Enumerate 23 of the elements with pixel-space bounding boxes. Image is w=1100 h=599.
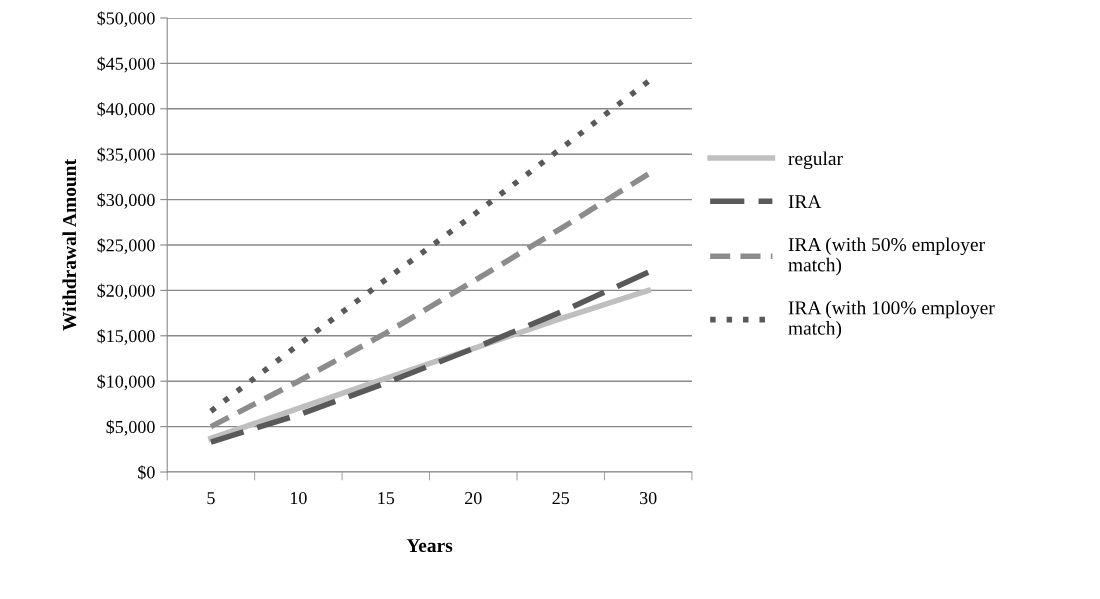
y-tick-label: $45,000 bbox=[97, 56, 155, 73]
y-tick-label: $30,000 bbox=[97, 192, 155, 209]
x-tick-label: 30 bbox=[640, 491, 657, 505]
x-tick-label: 20 bbox=[465, 491, 482, 505]
x-tick-label: 25 bbox=[552, 492, 570, 505]
y-tick-label: $15,000 bbox=[97, 328, 155, 345]
legend-label: IRA bbox=[788, 195, 822, 208]
y-tick-label: $5,000 bbox=[106, 419, 155, 436]
y-tick-label: $20,000 bbox=[97, 283, 155, 300]
legend-label: IRA (with 50% employer match) bbox=[788, 237, 985, 276]
y-tick-label: $0 bbox=[138, 465, 155, 480]
y-tick-label: $10,000 bbox=[97, 374, 155, 391]
x-tick-label: 10 bbox=[290, 491, 307, 505]
y-axis-title: Withdrawal Amount bbox=[62, 159, 77, 331]
y-tick-label: $35,000 bbox=[97, 147, 155, 164]
x-tick-label: 15 bbox=[378, 492, 395, 505]
x-axis-title: Years bbox=[406, 539, 453, 553]
y-tick-label: $40,000 bbox=[97, 101, 155, 118]
y-tick-label: $25,000 bbox=[97, 238, 155, 255]
legend-label: regular bbox=[788, 151, 843, 170]
y-tick-label: $50,000 bbox=[97, 11, 155, 28]
legend-label: IRA (with 100% employer match) bbox=[788, 300, 995, 339]
x-tick-label: 5 bbox=[207, 492, 215, 505]
